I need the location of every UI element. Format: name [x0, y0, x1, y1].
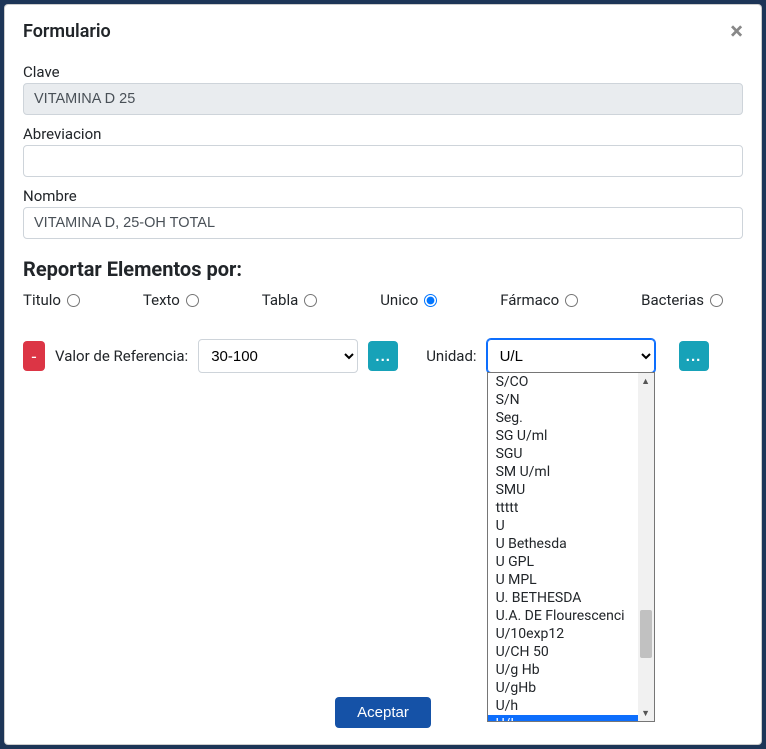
unidad-option[interactable]: SGU	[488, 445, 638, 463]
unidad-option[interactable]: S/CO	[488, 373, 638, 391]
radio-tabla[interactable]: Tabla	[262, 291, 318, 309]
unidad-option[interactable]: U/h	[488, 697, 638, 715]
modal-header: Formulario ×	[5, 5, 761, 53]
unidad-label: Unidad:	[426, 347, 476, 365]
reference-more-button[interactable]: ...	[368, 341, 398, 371]
radio-label: Fármaco	[500, 291, 559, 309]
scrollbar[interactable]: ▲ ▼	[638, 373, 654, 721]
scroll-down-icon[interactable]: ▼	[638, 705, 654, 721]
unidad-option[interactable]: U/gHb	[488, 679, 638, 697]
remove-button[interactable]: -	[23, 341, 45, 371]
scroll-track[interactable]	[638, 389, 654, 705]
field-nombre: Nombre	[23, 187, 743, 239]
radio-bacterias-input[interactable]	[710, 294, 723, 307]
unidad-more-button[interactable]: ...	[679, 341, 709, 371]
radio-unico-input[interactable]	[424, 294, 437, 307]
nombre-input[interactable]	[23, 207, 743, 239]
unidad-option[interactable]: U/L	[488, 715, 638, 721]
radio-label: Texto	[143, 291, 180, 309]
radio-label: Bacterias	[641, 291, 704, 309]
radio-farmaco[interactable]: Fármaco	[500, 291, 578, 309]
reference-label: Valor de Referencia:	[55, 347, 188, 365]
radio-titulo[interactable]: Titulo	[23, 291, 80, 309]
modal-dialog: Formulario × Clave Abreviacion Nombre Re…	[4, 4, 762, 745]
unidad-option[interactable]: Seg.	[488, 409, 638, 427]
unidad-option[interactable]: SM U/ml	[488, 463, 638, 481]
unidad-option[interactable]: S/N	[488, 391, 638, 409]
field-clave: Clave	[23, 63, 743, 115]
radio-texto-input[interactable]	[186, 294, 199, 307]
unidad-option[interactable]: SMU	[488, 481, 638, 499]
nombre-label: Nombre	[23, 187, 743, 205]
unidad-option[interactable]: U GPL	[488, 553, 638, 571]
unidad-option[interactable]: U Bethesda	[488, 535, 638, 553]
unidad-option[interactable]: U/CH 50	[488, 643, 638, 661]
radio-bacterias[interactable]: Bacterias	[641, 291, 723, 309]
clave-label: Clave	[23, 63, 743, 81]
scroll-up-icon[interactable]: ▲	[638, 373, 654, 389]
radio-texto[interactable]: Texto	[143, 291, 199, 309]
reference-select[interactable]: 30-100	[198, 339, 358, 373]
section-title: Reportar Elementos por:	[23, 257, 743, 281]
unidad-option[interactable]: U MPL	[488, 571, 638, 589]
unidad-option[interactable]: U/g Hb	[488, 661, 638, 679]
radio-farmaco-input[interactable]	[565, 294, 578, 307]
unidad-wrap: U/L S/COS/NSeg.SG U/mlSGUSM U/mlSMUttttt…	[487, 339, 655, 373]
unidad-option[interactable]: U	[488, 517, 638, 535]
radio-unico[interactable]: Unico	[380, 291, 437, 309]
scroll-thumb[interactable]	[640, 610, 652, 658]
unidad-option[interactable]: U/10exp12	[488, 625, 638, 643]
unidad-option[interactable]: U. BETHESDA	[488, 589, 638, 607]
unidad-option[interactable]: ttttt	[488, 499, 638, 517]
clave-input	[23, 83, 743, 115]
reference-row: - Valor de Referencia: 30-100 ... Unidad…	[23, 339, 743, 373]
close-icon[interactable]: ×	[730, 19, 743, 43]
abreviacion-input[interactable]	[23, 145, 743, 177]
radio-titulo-input[interactable]	[67, 294, 80, 307]
unidad-dropdown: S/COS/NSeg.SG U/mlSGUSM U/mlSMUtttttUU B…	[487, 372, 655, 722]
accept-button[interactable]: Aceptar	[335, 697, 431, 728]
unidad-option[interactable]: SG U/ml	[488, 427, 638, 445]
radio-label: Unico	[380, 291, 418, 309]
unidad-select[interactable]: U/L	[487, 339, 655, 373]
abreviacion-label: Abreviacion	[23, 125, 743, 143]
radio-tabla-input[interactable]	[304, 294, 317, 307]
radio-row: Titulo Texto Tabla Unico Fármaco Bacteri…	[23, 291, 743, 309]
modal-body: Clave Abreviacion Nombre Reportar Elemen…	[5, 53, 761, 689]
modal-title: Formulario	[23, 21, 111, 42]
unidad-dropdown-items: S/COS/NSeg.SG U/mlSGUSM U/mlSMUtttttUU B…	[488, 373, 638, 721]
radio-label: Tabla	[262, 291, 299, 309]
unidad-option[interactable]: U.A. DE Flourescenci	[488, 607, 638, 625]
radio-label: Titulo	[23, 291, 61, 309]
field-abreviacion: Abreviacion	[23, 125, 743, 177]
